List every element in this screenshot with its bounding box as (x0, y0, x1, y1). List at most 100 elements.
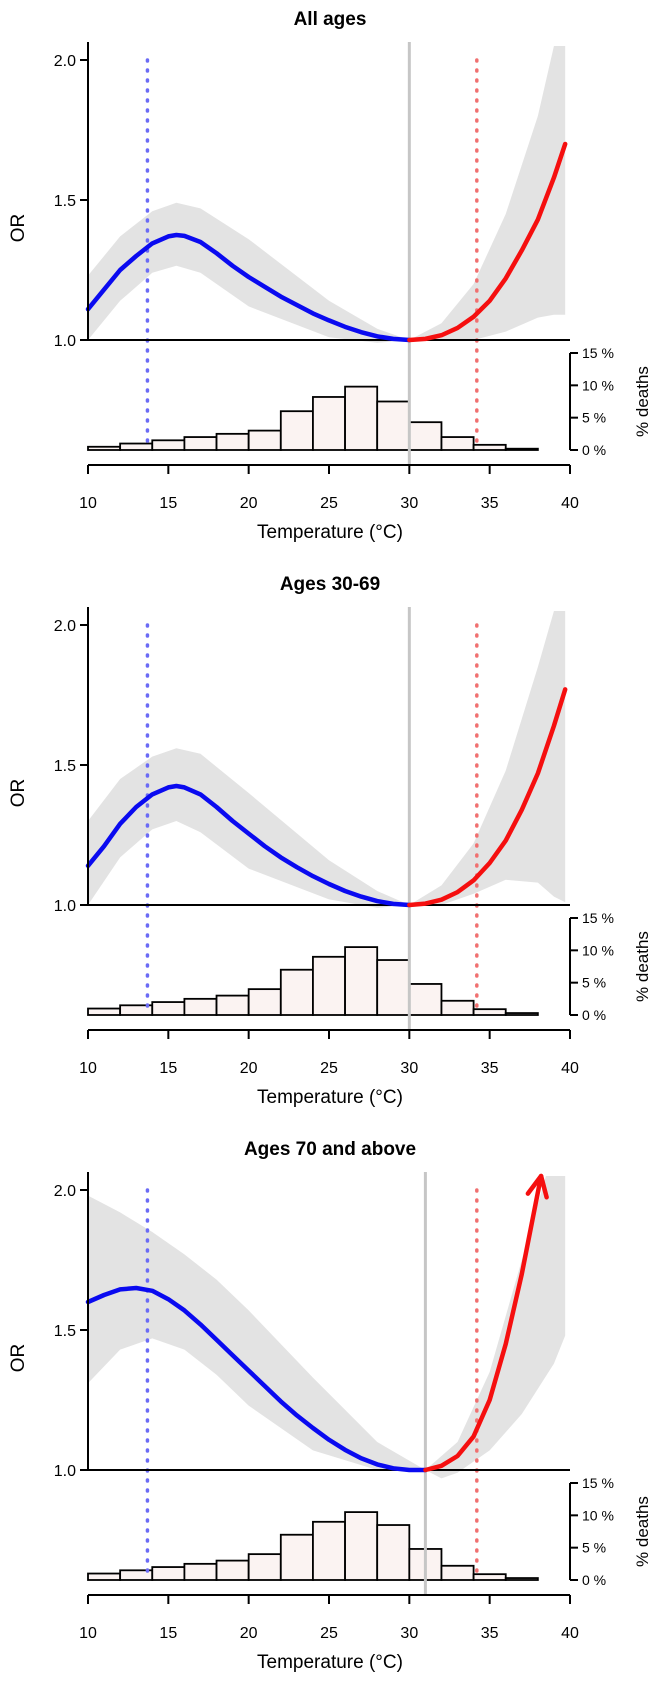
histogram-bar (151, 1001, 186, 1016)
histogram-bar (279, 968, 314, 1016)
x-tick-label: 30 (400, 1060, 418, 1077)
histogram-bar (215, 994, 250, 1016)
x-tick-label: 40 (561, 495, 579, 512)
y2-tick-label: 15 % (582, 910, 614, 926)
x-tick-label: 10 (79, 495, 97, 512)
x-axis-label: Temperature (°C) (257, 1087, 403, 1108)
histogram-bar (440, 1564, 475, 1581)
y2-tick-label: 10 % (582, 1507, 614, 1523)
histogram (87, 385, 539, 451)
x-tick-label: 15 (159, 1625, 177, 1642)
y-tick-label: 1.0 (54, 898, 76, 915)
hot-curve (407, 687, 568, 908)
x-tick-label: 40 (561, 1625, 579, 1642)
x-tick-label: 20 (240, 1625, 258, 1642)
histogram-bar (183, 1562, 218, 1581)
histogram-bar (472, 443, 507, 451)
y-tick-label: 2.0 (54, 53, 76, 70)
x-tick-label: 15 (159, 495, 177, 512)
histogram-bar (312, 1520, 346, 1581)
y2-tick-label: 0 % (582, 442, 606, 458)
histogram-bar (247, 1553, 282, 1581)
histogram-bar (312, 955, 346, 1016)
histogram-bar (376, 959, 411, 1016)
chart-title: Ages 70 and above (244, 1139, 416, 1160)
x-tick-label: 15 (159, 1060, 177, 1077)
y-axis-label: OR (8, 214, 29, 243)
cold-curve (85, 232, 412, 343)
histogram-bar (87, 445, 122, 451)
histogram-bar (151, 439, 186, 451)
y2-axis-label: % deaths (633, 931, 652, 1002)
histogram-bar (344, 946, 379, 1016)
y2-tick-label: 15 % (582, 345, 614, 361)
cold-curve (85, 783, 412, 908)
y2-tick-label: 5 % (582, 410, 606, 426)
histogram-bar (247, 988, 282, 1016)
y-axis-label: OR (8, 779, 29, 808)
histogram-bar (344, 1511, 379, 1581)
histogram-bar (504, 447, 539, 451)
histogram-bar (87, 1007, 122, 1016)
y-tick-label: 2.0 (54, 1183, 76, 1200)
y-tick-label: 2.0 (54, 618, 76, 635)
x-tick-label: 30 (400, 495, 418, 512)
x-axis-label: Temperature (°C) (257, 1652, 403, 1673)
histogram-bar (279, 1533, 314, 1581)
y2-tick-label: 5 % (582, 975, 606, 991)
histogram-bar (376, 400, 411, 451)
hot-curve (407, 141, 568, 343)
histogram-bar (440, 436, 475, 451)
x-axis-label: Temperature (°C) (257, 522, 403, 543)
histogram-bar (504, 1012, 539, 1016)
histogram-bar (440, 999, 475, 1016)
cold-curve (85, 1285, 428, 1473)
histogram-bar (312, 396, 346, 451)
x-tick-label: 35 (481, 495, 499, 512)
histogram (87, 946, 539, 1016)
histogram-bar (87, 1572, 122, 1581)
y2-tick-label: 10 % (582, 942, 614, 958)
chart-title: Ages 30-69 (280, 574, 380, 595)
chart-panel-3: Ages 70 and above 1.0 1.5 2.0 OR 0 % 5 % 10 % 15… (8, 1139, 652, 1673)
histogram-bar (247, 429, 282, 451)
histogram-bar (504, 1577, 539, 1581)
y2-tick-label: 15 % (582, 1475, 614, 1491)
x-tick-label: 30 (400, 1625, 418, 1642)
y-tick-label: 1.5 (54, 1323, 76, 1340)
histogram-bar (183, 436, 218, 451)
histogram-bar (279, 410, 314, 451)
y2-tick-label: 0 % (582, 1572, 606, 1588)
confidence-band (88, 611, 566, 908)
y2-axis-label: % deaths (633, 1496, 652, 1567)
histogram (87, 1511, 539, 1581)
x-tick-label: 20 (240, 1060, 258, 1077)
histogram-bar (151, 1566, 186, 1581)
x-tick-label: 10 (79, 1625, 97, 1642)
x-tick-label: 25 (320, 495, 338, 512)
confidence-band (88, 1176, 566, 1479)
x-tick-label: 25 (320, 1625, 338, 1642)
histogram-bar (215, 432, 250, 451)
y2-tick-label: 10 % (582, 377, 614, 393)
histogram-bar (183, 997, 218, 1016)
y-tick-label: 1.0 (54, 333, 76, 350)
chart-title: All ages (294, 9, 367, 30)
y2-tick-label: 5 % (582, 1540, 606, 1556)
y-tick-label: 1.5 (54, 193, 76, 210)
histogram-bar (472, 1573, 507, 1581)
histogram-bar (215, 1559, 250, 1581)
x-tick-label: 35 (481, 1060, 499, 1077)
y-axis-label: OR (8, 1344, 29, 1373)
hot-curve-arrow (525, 1173, 549, 1200)
histogram-bar (119, 442, 154, 451)
histogram-bar (472, 1008, 507, 1016)
x-tick-label: 35 (481, 1625, 499, 1642)
histogram-bar (408, 983, 443, 1016)
x-tick-label: 25 (320, 1060, 338, 1077)
histogram-bar (376, 1524, 411, 1581)
histogram-bar (408, 421, 443, 451)
chart-panel-2: Ages 30-69 1.0 1.5 2.0 OR 0 % 5 % 10 % 15 % % dea… (8, 574, 652, 1108)
y2-axis-label: % deaths (633, 366, 652, 437)
